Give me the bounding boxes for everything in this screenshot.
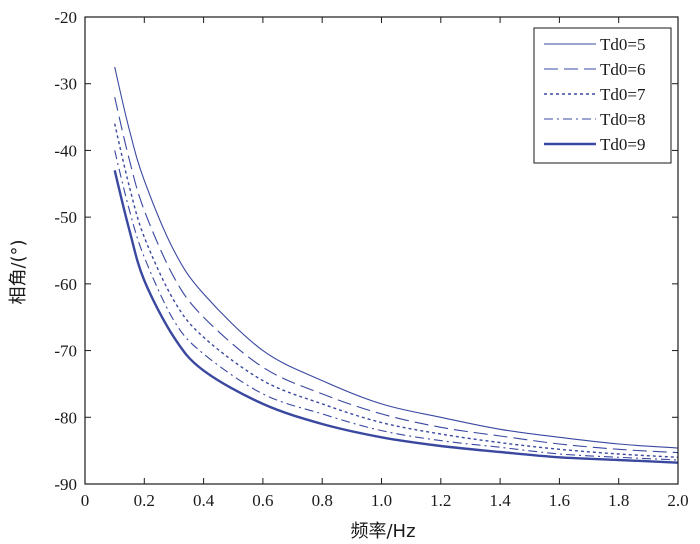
legend-label: Td0=7	[600, 85, 646, 104]
series-line-4	[114, 150, 679, 461]
x-tick-label: 0.4	[193, 491, 215, 510]
x-tick-label: 0	[81, 491, 90, 510]
plot-lines	[113, 66, 679, 464]
series-line-1	[114, 66, 679, 449]
y-tick-label: -20	[54, 8, 77, 27]
x-tick-label: 2.0	[667, 491, 688, 510]
legend-label: Td0=9	[600, 135, 645, 154]
y-tick-label: -50	[54, 208, 77, 227]
y-tick-label: -40	[54, 141, 77, 160]
y-tick-label: -30	[54, 75, 77, 94]
y-tick-label: -60	[54, 275, 77, 294]
series-line-5	[113, 170, 679, 464]
x-tick-label: 1.4	[489, 491, 511, 510]
series-line-2	[114, 96, 679, 454]
legend-label: Td0=6	[600, 60, 645, 79]
x-tick-label: 1.0	[371, 491, 392, 510]
y-tick-label: -80	[54, 408, 77, 427]
x-axis: 0 0.2 0.4 0.6 0.8 1.0 1.2 1.4 1.6 1.8 2.0	[81, 17, 689, 510]
x-tick-label: 0.2	[134, 491, 155, 510]
series-line-3	[114, 123, 679, 458]
legend: Td0=5 Td0=6 Td0=7 Td0=8 Td0=9	[533, 27, 672, 164]
legend-label: Td0=5	[600, 35, 645, 54]
x-tick-label: 0.8	[312, 491, 333, 510]
x-tick-label: 1.2	[430, 491, 451, 510]
y-tick-label: -70	[54, 342, 77, 361]
y-axis-title: 相角/(°)	[8, 239, 29, 304]
x-tick-label: 1.8	[608, 491, 629, 510]
legend-box	[533, 27, 672, 164]
y-axis: -20 -30 -40 -50 -60 -70 -80 -90	[54, 8, 678, 494]
legend-label: Td0=8	[600, 110, 645, 129]
y-tick-label: -90	[54, 475, 77, 494]
x-tick-label: 1.6	[549, 491, 570, 510]
x-tick-label: 0.6	[252, 491, 273, 510]
x-axis-title: 频率/Hz	[350, 521, 415, 542]
